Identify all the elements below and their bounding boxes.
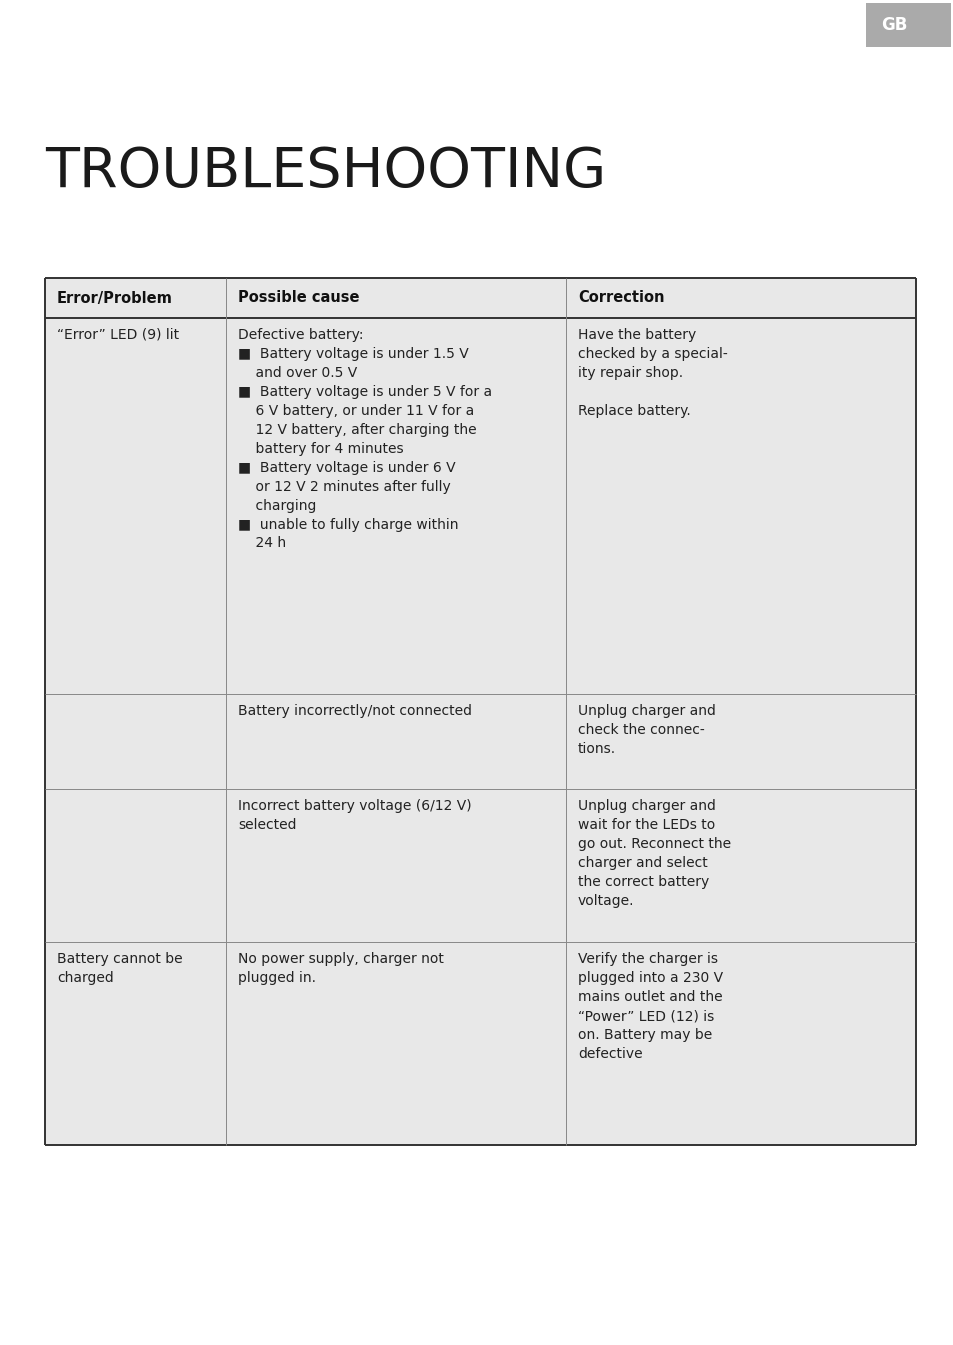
Text: Unplug charger and
check the connec-
tions.: Unplug charger and check the connec- tio… [578, 705, 715, 756]
Text: “Error” LED (9) lit: “Error” LED (9) lit [57, 328, 179, 342]
Text: Correction: Correction [578, 291, 663, 305]
FancyBboxPatch shape [865, 3, 950, 47]
Text: Defective battery:
■  Battery voltage is under 1.5 V
    and over 0.5 V
■  Batte: Defective battery: ■ Battery voltage is … [238, 328, 492, 550]
Text: Incorrect battery voltage (6/12 V)
selected: Incorrect battery voltage (6/12 V) selec… [238, 799, 472, 833]
Text: Possible cause: Possible cause [238, 291, 359, 305]
Text: No power supply, charger not
plugged in.: No power supply, charger not plugged in. [238, 952, 443, 986]
Text: Battery incorrectly/not connected: Battery incorrectly/not connected [238, 705, 472, 718]
Text: Error/Problem: Error/Problem [57, 291, 172, 305]
Text: Verify the charger is
plugged into a 230 V
mains outlet and the
“Power” LED (12): Verify the charger is plugged into a 230… [578, 952, 722, 1061]
Text: TROUBLESHOOTING: TROUBLESHOOTING [45, 145, 605, 199]
Text: Have the battery
checked by a special-
ity repair shop.

Replace battery.: Have the battery checked by a special- i… [578, 328, 727, 418]
Text: Unplug charger and
wait for the LEDs to
go out. Reconnect the
charger and select: Unplug charger and wait for the LEDs to … [578, 799, 730, 908]
Text: GB: GB [880, 16, 906, 34]
FancyBboxPatch shape [45, 278, 915, 1145]
Text: Battery cannot be
charged: Battery cannot be charged [57, 952, 182, 986]
